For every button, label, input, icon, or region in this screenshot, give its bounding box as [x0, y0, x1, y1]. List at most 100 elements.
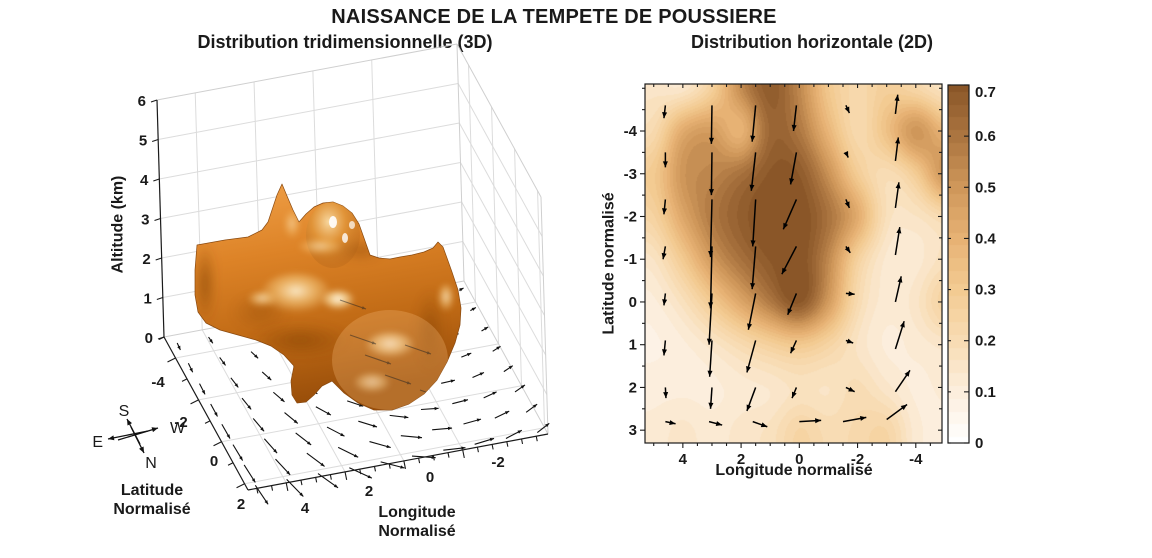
- wall-grid-lat: [468, 64, 477, 302]
- long-tick: [403, 460, 407, 470]
- wind-arrow-3d-head: [273, 449, 278, 454]
- wind-arrow-2d-head: [708, 137, 714, 144]
- long-axis: [247, 433, 549, 491]
- wind-arrow-3d-head: [239, 456, 243, 461]
- floor-grid-lat: [221, 385, 522, 443]
- wind-arrow-3d-head: [267, 376, 272, 381]
- wind-arrow-2d-head: [750, 240, 756, 247]
- wall-grid-z: [160, 162, 461, 219]
- wind-arrow-2d-head: [815, 418, 822, 424]
- wind-arrow-3d-head: [234, 383, 239, 388]
- y-tick-label: -2: [624, 208, 637, 225]
- wind-arrow-3d-head: [209, 339, 213, 344]
- lat-tick-label: 0: [210, 453, 218, 470]
- wall-grid-lat: [491, 106, 500, 344]
- wind-arrow-3d-head: [260, 427, 265, 432]
- x-tick-label: 0: [795, 451, 803, 468]
- z-tick: [154, 217, 161, 222]
- long-tick: [418, 458, 421, 464]
- long-tick: [432, 455, 435, 461]
- box-edge: [156, 43, 458, 101]
- wall-grid-z: [457, 83, 543, 237]
- wind-arrow-through: [349, 334, 377, 345]
- wall-grid-z: [159, 122, 460, 180]
- wall-grid-z: [461, 201, 547, 356]
- wind-arrow-3d-head: [545, 423, 550, 428]
- wind-arrow-3d-head: [189, 367, 193, 373]
- wind-arrow-3d-head: [508, 365, 513, 370]
- plot2d-xaxis-label: Longitude normalisé: [715, 462, 873, 479]
- wind-arrow-through: [404, 344, 432, 355]
- floor-grid-lat: [244, 427, 545, 485]
- plot3d-yaxis-label-line1: Latitude: [120, 482, 184, 499]
- long-tick: [476, 447, 479, 453]
- wind-arrow-2d-head: [790, 346, 796, 354]
- wind-arrow-2d-head: [708, 189, 714, 196]
- lat-tick: [213, 441, 222, 447]
- compass-arrow-e-head: [108, 435, 115, 441]
- wind-arrow-3d-head: [293, 419, 298, 424]
- wind-arrow-2d-head: [760, 422, 768, 428]
- long-tick: [535, 436, 538, 442]
- plot3d-xaxis-label-line2: Normalisé: [378, 523, 456, 540]
- wind-arrow-2d-head: [749, 184, 755, 191]
- wind-arrow-3d-head: [372, 424, 377, 428]
- wind-arrow-3d-head: [404, 415, 409, 419]
- lat-tick: [167, 357, 176, 363]
- wind-arrow-through-head: [361, 306, 366, 310]
- wind-arrow-3d-head: [226, 434, 231, 439]
- compass-arrow-w-head: [151, 427, 158, 433]
- wind-arrow-3d-head: [326, 411, 331, 416]
- wind-arrow-3d-head: [517, 430, 522, 434]
- wind-arrow-3d-head: [254, 354, 259, 359]
- wind-arrow-2d-head: [859, 415, 867, 421]
- wind-arrow-3d-head: [367, 474, 372, 479]
- plot3d-zaxis-label: Altitude (km): [109, 175, 127, 274]
- wind-arrow-3d-head: [466, 353, 472, 357]
- long-tick-label: 0: [426, 469, 434, 486]
- compass-arrow-s-head: [127, 419, 133, 426]
- wind-arrow-2d-head: [663, 391, 669, 399]
- lat-tick-label: -4: [151, 374, 165, 391]
- lat-tick: [158, 336, 165, 340]
- x-tick-label: -2: [851, 451, 864, 468]
- z-tick-label: 2: [142, 251, 150, 268]
- long-tick: [270, 485, 274, 491]
- colorbar-tick-label: 0.5: [975, 179, 996, 196]
- long-tick: [447, 452, 450, 458]
- wind-arrow-through-head: [386, 361, 391, 365]
- wind-arrow-2d: [751, 105, 757, 142]
- y-tick-label: -1: [624, 251, 637, 268]
- wall-grid-z: [462, 241, 548, 395]
- wind-arrow-2d-head: [781, 267, 787, 275]
- wind-arrow-2d: [747, 293, 757, 330]
- long-tick: [373, 466, 377, 472]
- lat-tick: [227, 462, 234, 466]
- z-tick: [153, 178, 160, 182]
- long-tick-label: 2: [365, 483, 373, 500]
- wind-arrow-3d-head: [280, 397, 285, 402]
- z-tick: [155, 257, 162, 261]
- wind-arrow-2d-head: [661, 208, 668, 215]
- wind-arrow-3d-head: [386, 444, 391, 449]
- axes-ticks-and-arrows: 4 2 0 -2 -4 -4 -3 -2 -1 0 1 2 3 0 0.1 0.2 0.3 0.4 0.5 0.6 0.…: [92, 83, 997, 517]
- y-tick-label: -3: [624, 166, 637, 183]
- wind-arrow-3d-head: [306, 441, 312, 445]
- figure-title: NAISSANCE DE LA TEMPETE DE POUSSIERE: [331, 6, 777, 28]
- wind-arrow-2d-head: [661, 349, 668, 356]
- wind-arrow-2d-head: [661, 252, 667, 260]
- wind-arrow-3d-head: [221, 361, 226, 366]
- colorbar-axes: 0 0.1 0.2 0.3 0.4 0.5 0.6 0.7: [947, 84, 997, 452]
- wind-arrow-2d-head: [791, 391, 797, 399]
- wind-arrow-2d: [751, 246, 757, 290]
- wind-arrow-2d-head: [848, 386, 855, 392]
- wind-arrow-3d-head: [489, 437, 495, 442]
- plot2d-title: Distribution horizontale (2D): [691, 32, 933, 52]
- wind-arrow-3d-head: [286, 470, 291, 475]
- z-tick-label: 6: [138, 93, 146, 110]
- z-tick-label: 1: [143, 291, 151, 308]
- compass-label-e: E: [92, 434, 103, 451]
- wind-arrow-3d-head: [177, 345, 181, 351]
- wind-arrow-3d-head: [447, 426, 453, 431]
